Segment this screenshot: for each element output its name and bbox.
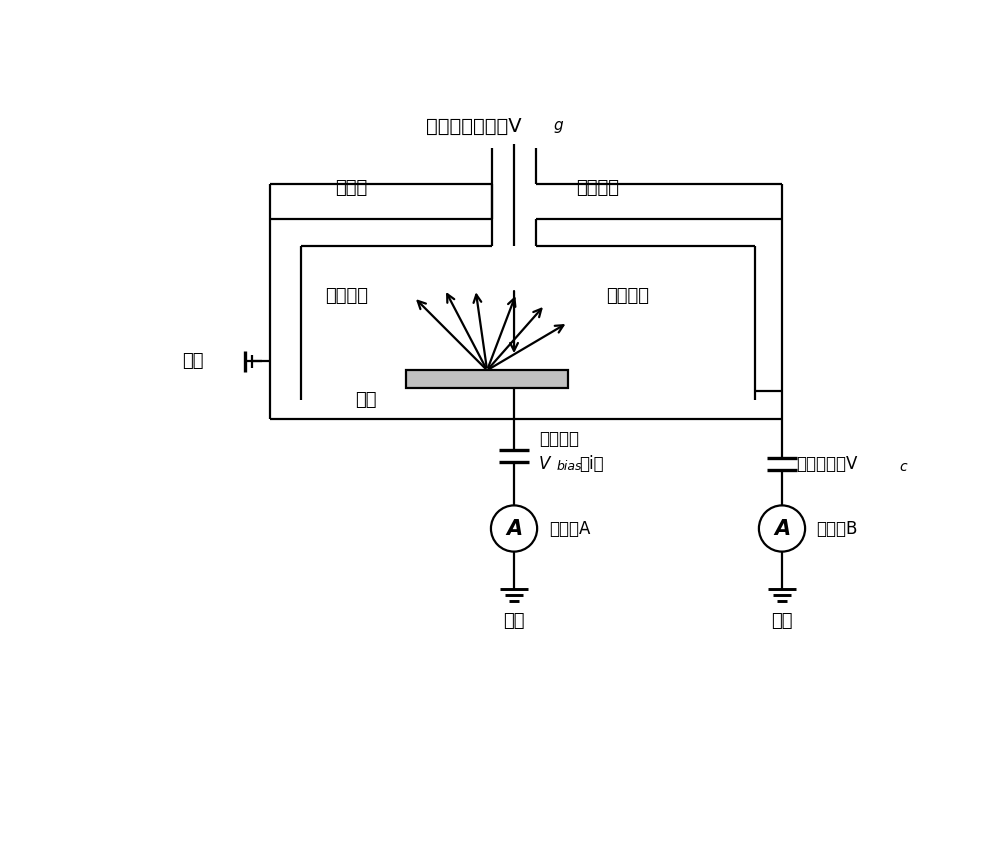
Text: 二次电子: 二次电子 bbox=[325, 287, 368, 305]
Text: 收集极: 收集极 bbox=[335, 180, 367, 197]
Bar bbox=[406, 370, 568, 388]
Text: 样品偏压: 样品偏压 bbox=[539, 430, 579, 448]
Text: （i）: （i） bbox=[579, 455, 603, 473]
Text: 电流表B: 电流表B bbox=[817, 519, 858, 538]
Text: 电子枪阴极电压V: 电子枪阴极电压V bbox=[426, 117, 522, 136]
Text: $g$: $g$ bbox=[553, 119, 564, 135]
Text: A: A bbox=[774, 518, 790, 539]
Text: A: A bbox=[506, 518, 522, 539]
Text: 接地: 接地 bbox=[182, 352, 204, 370]
Text: bias: bias bbox=[556, 460, 582, 474]
Text: 接地: 接地 bbox=[503, 612, 525, 630]
Text: 二次电子: 二次电子 bbox=[606, 287, 650, 305]
Text: V: V bbox=[539, 455, 550, 473]
Text: 入射电子: 入射电子 bbox=[576, 180, 619, 197]
Text: c: c bbox=[900, 460, 907, 474]
Text: 接地: 接地 bbox=[771, 612, 793, 630]
Text: 样品: 样品 bbox=[355, 391, 377, 409]
Text: 收集极偏压V: 收集极偏压V bbox=[796, 455, 857, 473]
Text: 电流表A: 电流表A bbox=[549, 519, 590, 538]
